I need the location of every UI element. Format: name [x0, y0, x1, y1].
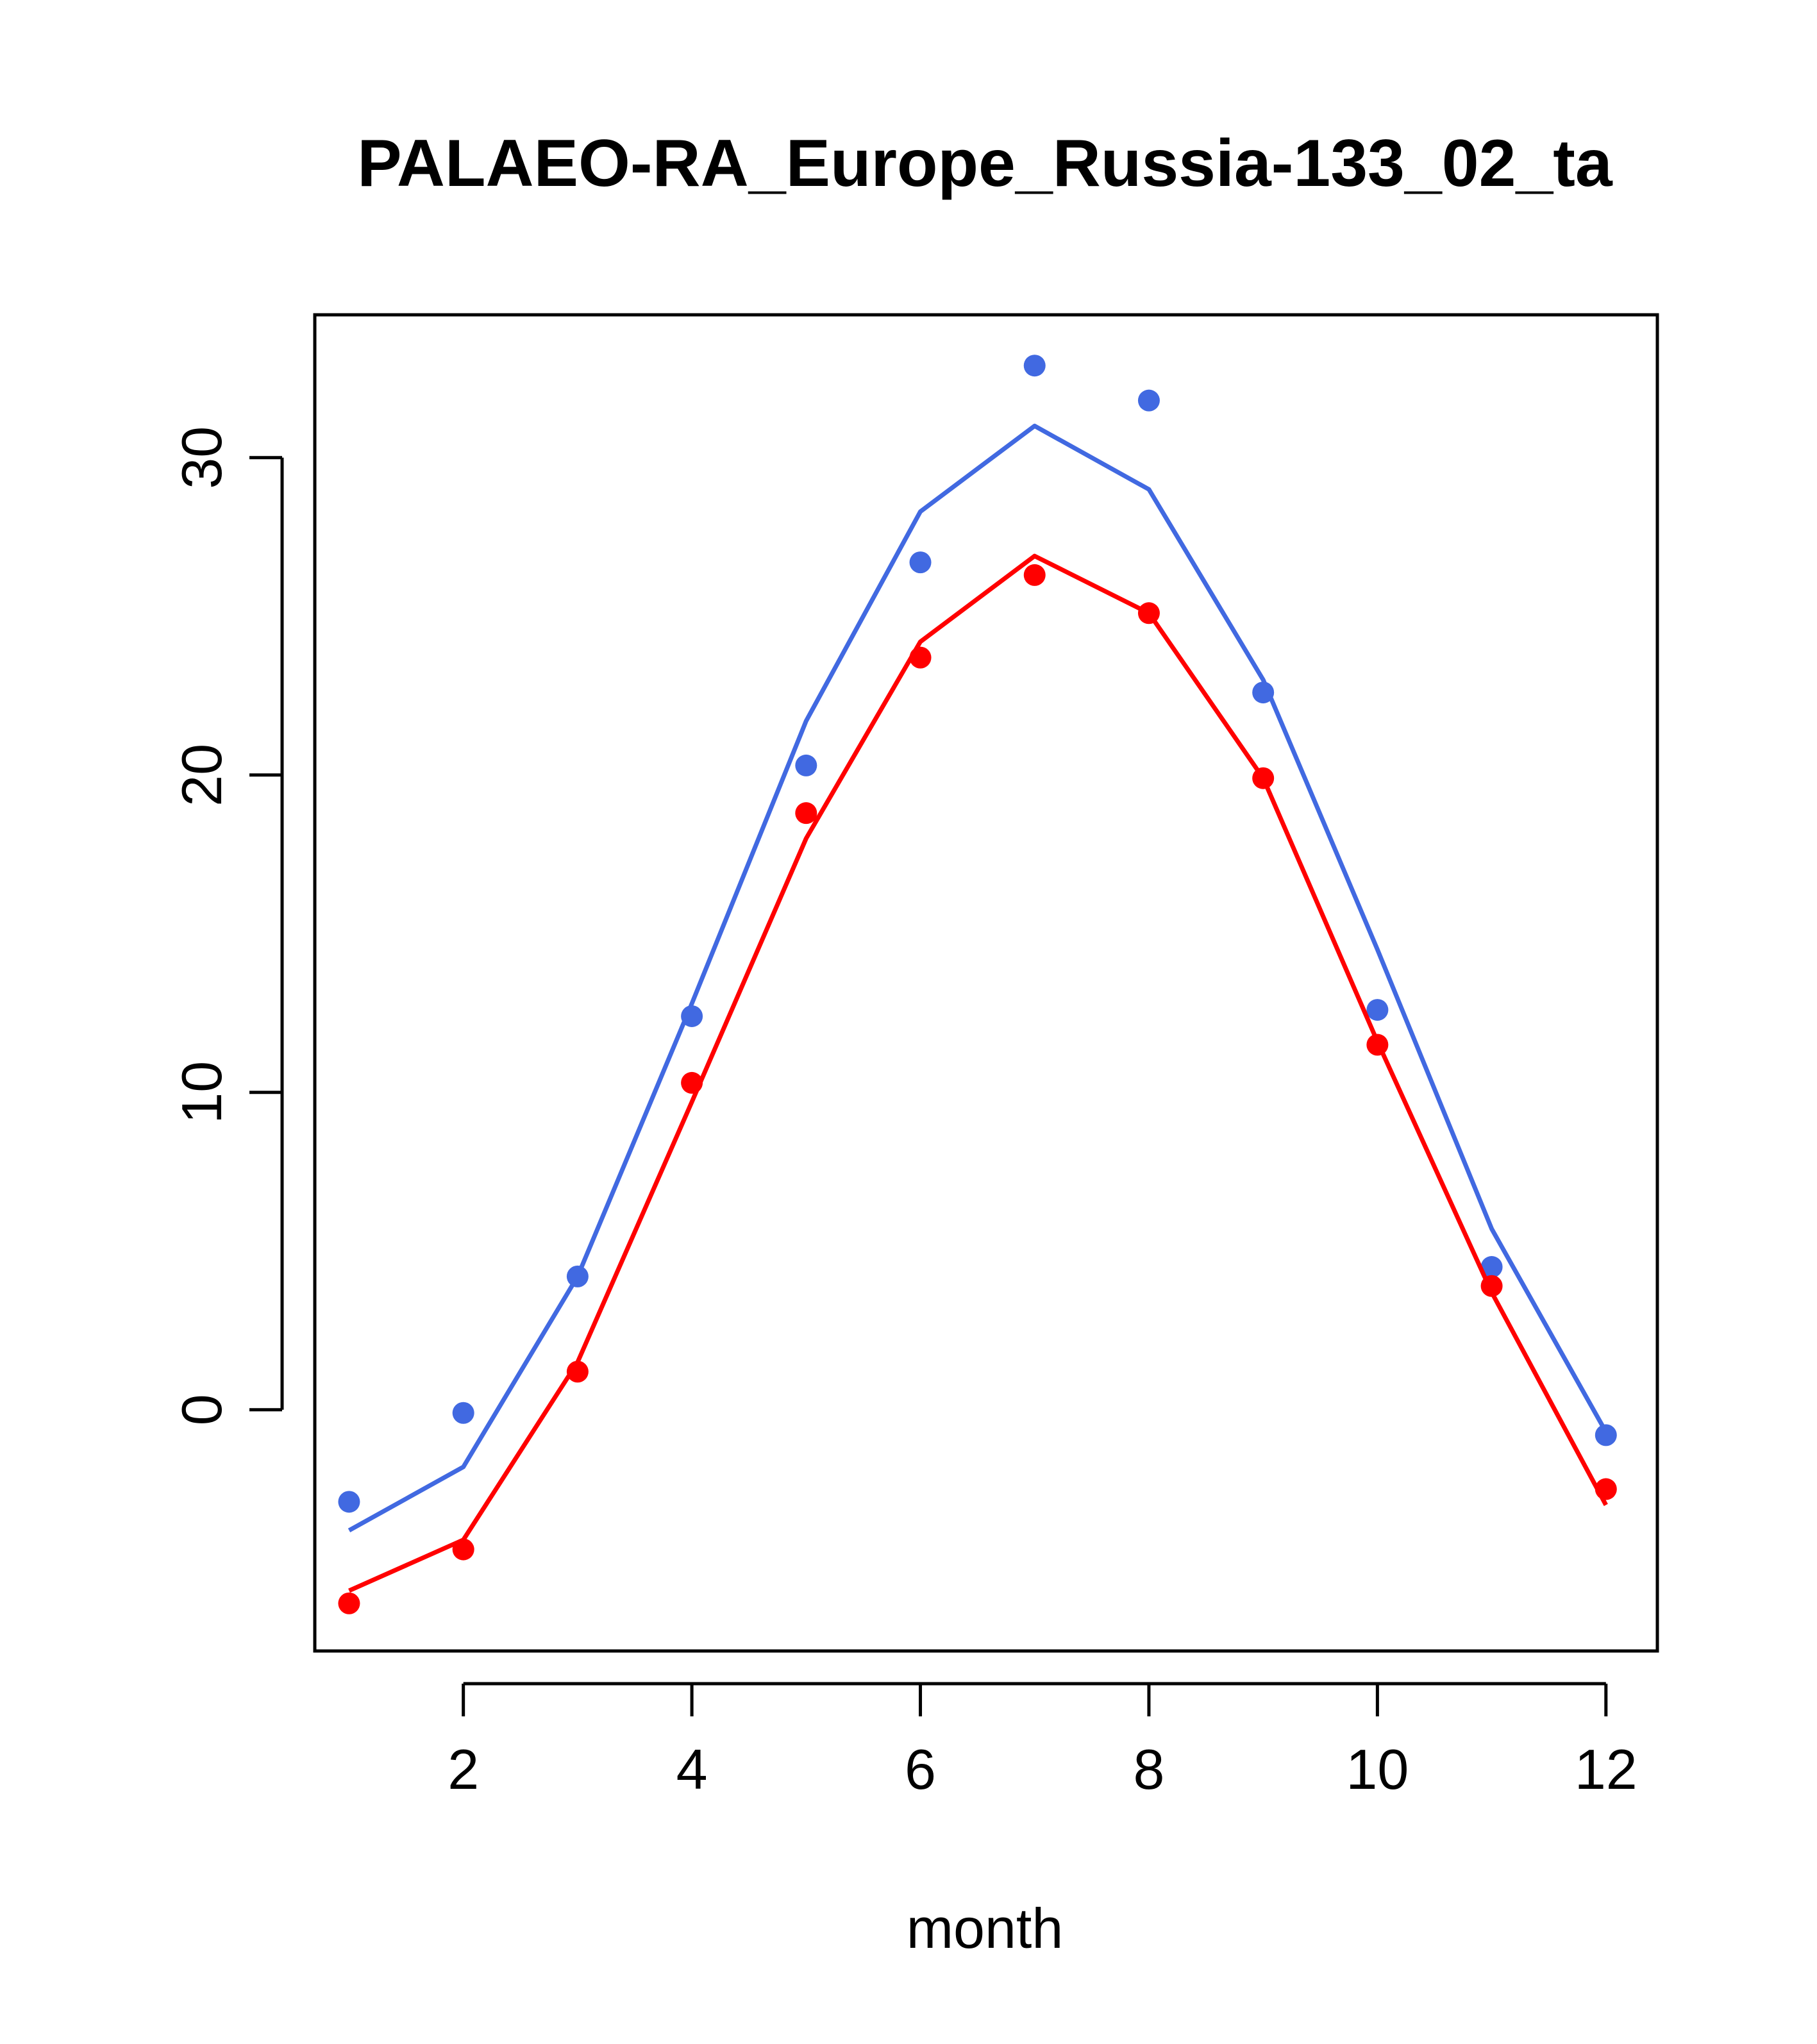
- x-tick-label: 6: [905, 1738, 936, 1801]
- data-point-blue: [338, 1491, 360, 1513]
- series-line-red: [348, 553, 1608, 1593]
- y-tick-label: 10: [170, 1061, 233, 1124]
- x-axis: 2 4 6 8 10 12: [448, 1682, 1637, 1801]
- data-point-red: [338, 1592, 360, 1614]
- data-point-blue: [909, 551, 932, 574]
- data-point-blue: [1137, 389, 1160, 412]
- series-blue: [338, 355, 1617, 1532]
- chart-title: PALAEO-RA_Europe_Russia-133_02_ta: [357, 126, 1613, 201]
- plot-frame: [313, 313, 1659, 1653]
- x-tick-label: 12: [1575, 1738, 1637, 1801]
- data-point-blue: [452, 1402, 474, 1424]
- data-point-red: [681, 1071, 703, 1094]
- data-point-red: [795, 802, 817, 825]
- x-axis-label: month: [907, 1897, 1064, 1960]
- data-point-red: [1480, 1275, 1503, 1297]
- data-point-red: [1023, 564, 1046, 586]
- series-red: [338, 553, 1617, 1614]
- data-point-blue: [1366, 999, 1389, 1021]
- data-point-blue: [681, 1005, 703, 1027]
- x-tick-label: 2: [448, 1738, 479, 1801]
- data-point-red: [1595, 1478, 1617, 1500]
- data-point-red: [1366, 1034, 1389, 1056]
- data-point-red: [452, 1538, 474, 1561]
- data-point-blue: [1252, 682, 1275, 704]
- data-point-blue: [1595, 1424, 1617, 1446]
- data-point-red: [1252, 767, 1275, 789]
- y-tick-label: 20: [170, 744, 233, 807]
- data-point-red: [1137, 602, 1160, 624]
- data-point-blue: [1480, 1256, 1503, 1278]
- y-axis: 0 10 20 30: [170, 426, 284, 1425]
- data-point-red: [909, 646, 932, 669]
- y-tick-label: 30: [170, 426, 233, 489]
- data-point-blue: [566, 1265, 589, 1287]
- data-point-red: [566, 1361, 589, 1383]
- x-tick-label: 4: [676, 1738, 708, 1801]
- data-point-blue: [1023, 355, 1046, 377]
- data-point-blue: [795, 754, 817, 776]
- x-tick-label: 8: [1133, 1738, 1164, 1801]
- series-line-blue: [347, 423, 1608, 1532]
- y-tick-label: 0: [170, 1394, 233, 1425]
- x-tick-label: 10: [1346, 1738, 1409, 1801]
- series-layer: [338, 355, 1617, 1614]
